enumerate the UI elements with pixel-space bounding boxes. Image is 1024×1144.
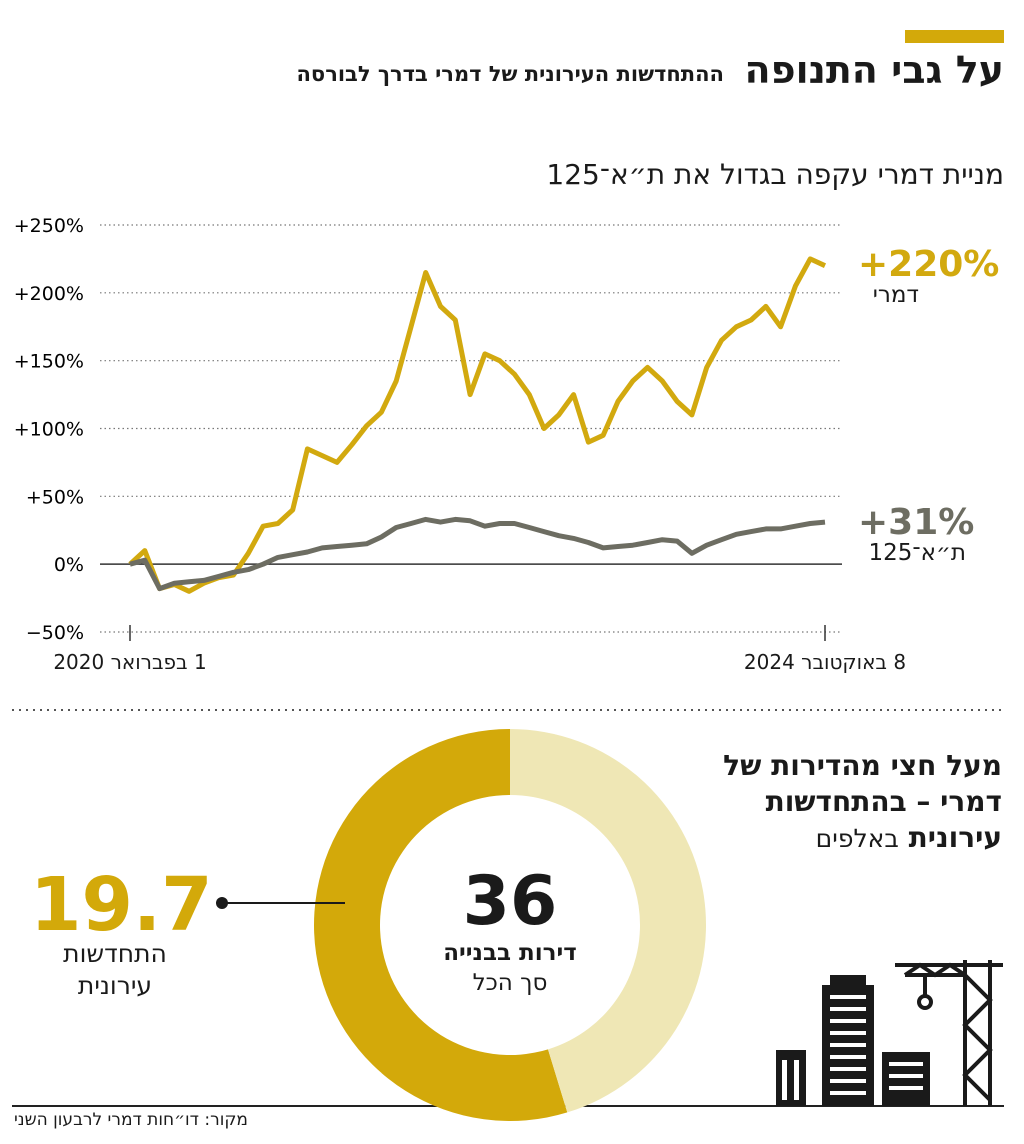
pie-unit: באלפים: [815, 824, 899, 853]
end-value-label: +220%: [858, 244, 999, 285]
y-tick-label: +50%: [26, 486, 84, 508]
pie-slice: [314, 729, 568, 1122]
y-tick-label: +100%: [14, 419, 84, 441]
y-tick-label: 0%: [54, 554, 84, 576]
pie-slice: [510, 729, 707, 1113]
pie-total-sublabel: סך הכל: [472, 970, 548, 996]
x-tick-label: 1 בפברואר 2020: [53, 650, 207, 674]
crane-icon: [895, 960, 1003, 1106]
pie-title-text: מעל חצי מהדירות של דמרי – בהתחדשות עירונ…: [723, 749, 1002, 854]
pie-title: מעל חצי מהדירות של דמרי – בהתחדשות עירונ…: [712, 748, 1002, 857]
series-name: דמרי: [872, 282, 919, 308]
label-dot: [216, 897, 228, 909]
pie-category-label: התחדשות עירונית: [63, 939, 167, 1000]
y-tick-label: +200%: [14, 283, 84, 305]
buildings-icon: [776, 975, 930, 1106]
pie-total: 36: [462, 862, 558, 941]
accent-bar: [905, 30, 1004, 43]
y-tick-label: +250%: [14, 215, 84, 237]
y-tick-label: −50%: [26, 622, 84, 644]
x-tick-label: 8 באוקטובר 2024: [743, 650, 907, 674]
series-line: [129, 516, 826, 592]
series-name: ת״א־125: [868, 540, 966, 566]
header-title: על גבי התנופה: [744, 48, 1004, 92]
end-value-label: +31%: [858, 502, 974, 543]
line-chart-title: מניית דמרי עקפה בגדול את ת״א־125: [546, 158, 1004, 191]
source: מקור: דו״חות דמרי לרבעון השני: [14, 1110, 248, 1130]
y-tick-label: +150%: [14, 351, 84, 373]
pie-total-label: דירות בבנייה: [443, 940, 577, 966]
header-subtitle: ההתחדשות העירונית של דמרי בדרך לבורסה: [296, 62, 725, 86]
pie-value-label: 19.7: [30, 862, 213, 948]
series-line: [128, 256, 827, 594]
